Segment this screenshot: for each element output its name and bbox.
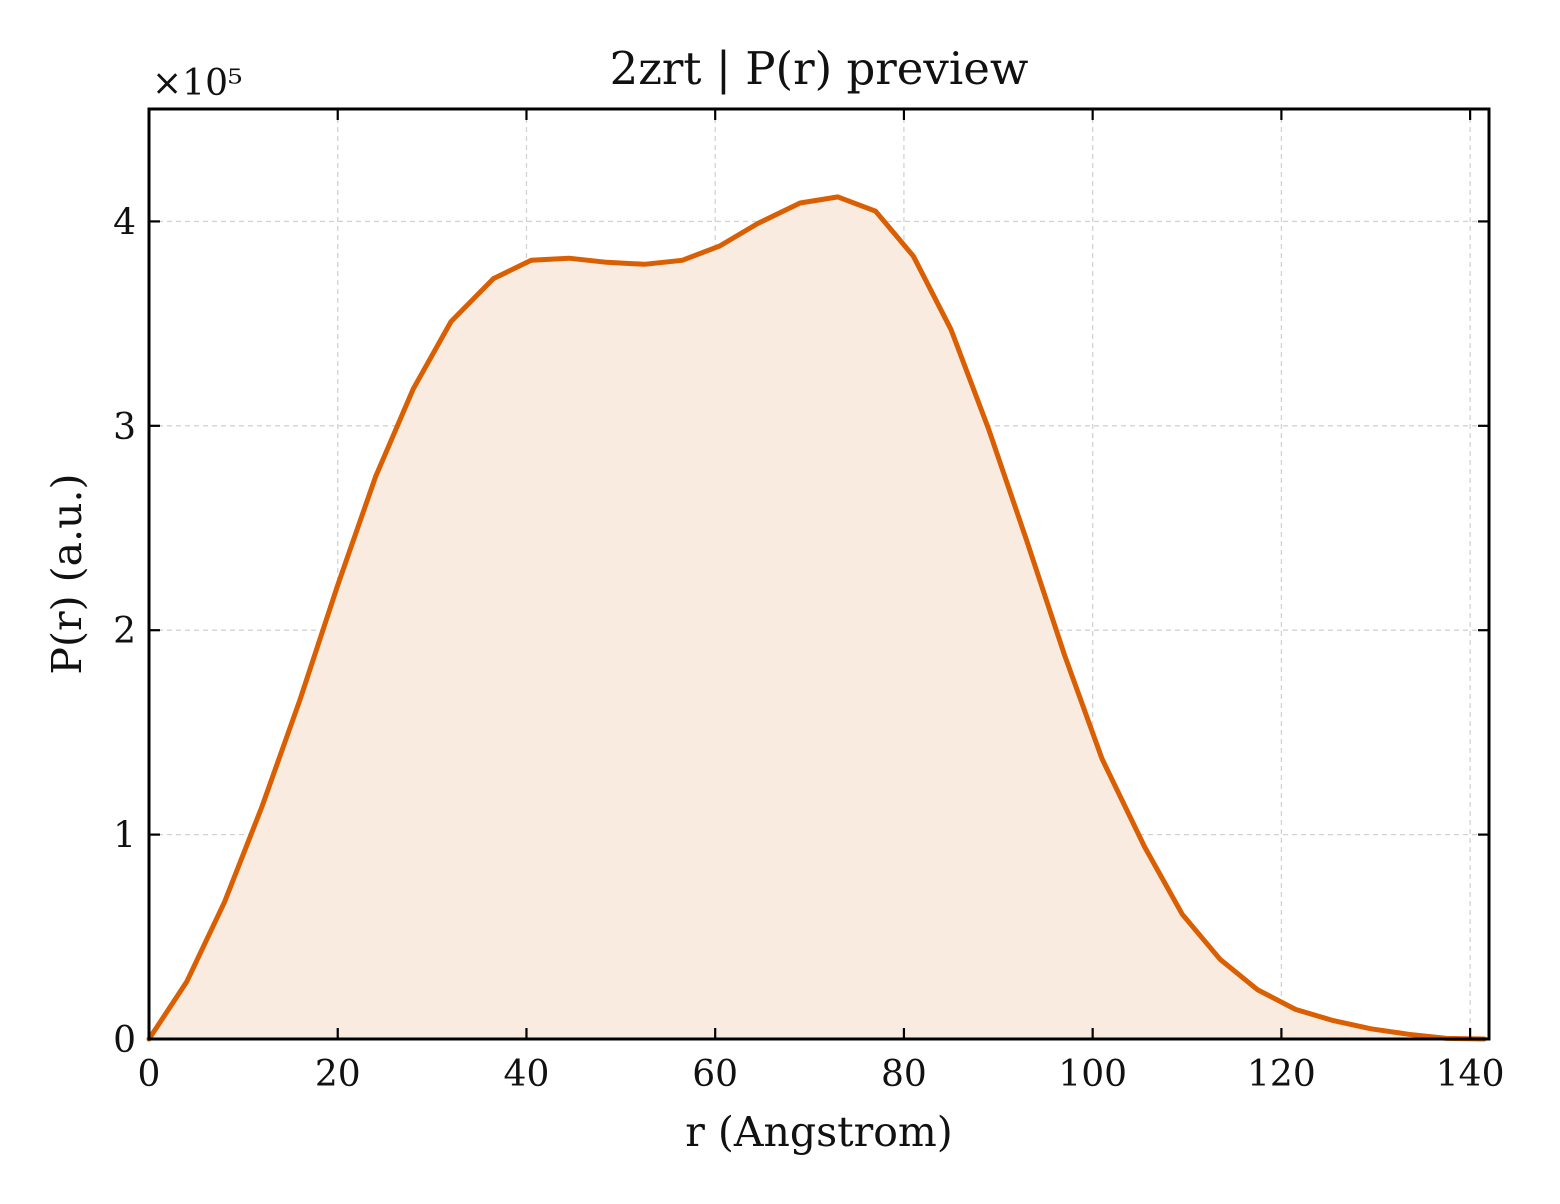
- series-line: [146, 194, 1487, 1042]
- x-tick-label: 60: [692, 1054, 738, 1095]
- x-tick-label: 100: [1058, 1054, 1127, 1095]
- y-tick-label: 4: [113, 202, 136, 243]
- x-tick-label: 40: [504, 1054, 550, 1095]
- x-tick-label: 80: [881, 1054, 927, 1095]
- x-tick-label: 20: [315, 1054, 361, 1095]
- chart-title: 2zrt | P(r) preview: [610, 42, 1029, 95]
- x-tick-label: 120: [1247, 1054, 1316, 1095]
- y-tick-label: 0: [113, 1020, 136, 1061]
- area-fill: [149, 196, 1485, 1039]
- y-axis-label: P(r) (a.u.): [43, 473, 91, 674]
- y-tick-label: 3: [113, 407, 136, 448]
- x-tick-label: 0: [138, 1054, 161, 1095]
- y-axis-multiplier: ×10⁵: [152, 63, 242, 104]
- tick-layer: 0 20 40 60 80 100 120 140 0 1 2 3 4: [113, 109, 1504, 1095]
- x-axis-label: r (Angstrom): [685, 1108, 953, 1156]
- x-tick-label: 140: [1436, 1054, 1505, 1095]
- y-tick-label: 2: [113, 611, 136, 652]
- y-tick-label: 1: [113, 816, 136, 857]
- axes-frame: [147, 107, 1491, 1041]
